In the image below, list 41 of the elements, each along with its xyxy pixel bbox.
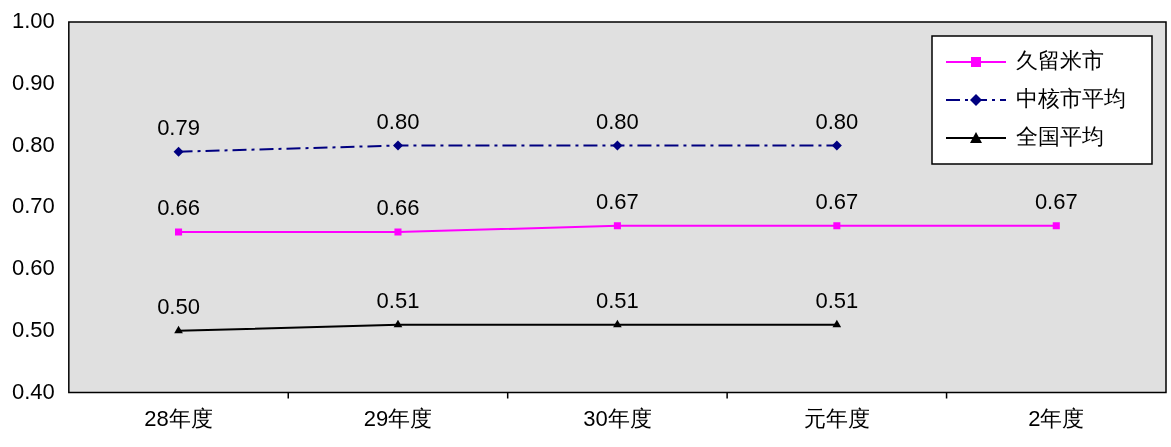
- y-tick-label: 0.70: [11, 193, 55, 219]
- point: [833, 222, 841, 230]
- y-tick-label: 0.40: [11, 378, 55, 404]
- data-label: 0.80: [815, 108, 859, 134]
- y-tick-label: 0.80: [11, 131, 55, 157]
- data-label: 0.66: [376, 195, 420, 221]
- legend-label: 全国平均: [1016, 124, 1104, 150]
- point: [173, 146, 184, 157]
- point: [394, 228, 402, 236]
- data-label: 0.79: [157, 114, 200, 140]
- point: [612, 140, 623, 151]
- data-label: 0.51: [376, 287, 420, 313]
- point: [832, 319, 842, 328]
- data-label: 0.51: [596, 287, 639, 313]
- x-tick-label: 元年度: [803, 405, 870, 431]
- point: [393, 319, 403, 328]
- x-tick-label: 29年度: [363, 405, 433, 431]
- x-tick-label: 28年度: [144, 405, 213, 431]
- point: [613, 319, 622, 328]
- point: [613, 222, 621, 230]
- legend-label: 久留米市: [1016, 48, 1104, 74]
- point: [174, 325, 183, 334]
- legend-label: 中核市平均: [1016, 86, 1126, 112]
- y-tick-label: 0.90: [11, 69, 55, 95]
- x-tick-label: 30年度: [583, 405, 652, 431]
- point: [392, 140, 403, 151]
- data-label: 0.67: [815, 188, 859, 214]
- point: [175, 228, 183, 236]
- data-label: 0.51: [815, 287, 859, 313]
- data-label: 0.67: [596, 188, 639, 214]
- point: [1052, 222, 1060, 230]
- data-label: 0.66: [157, 195, 200, 221]
- data-label: 0.80: [596, 108, 639, 134]
- y-tick-label: 0.50: [11, 316, 55, 342]
- x-tick-label: 2年度: [1028, 405, 1085, 431]
- data-label: 0.67: [1034, 188, 1078, 214]
- y-tick-label: 0.60: [11, 255, 55, 281]
- y-tick-label: 1.00: [11, 8, 55, 34]
- point: [831, 140, 842, 151]
- data-label: 0.80: [376, 108, 420, 134]
- data-label: 0.50: [157, 293, 200, 319]
